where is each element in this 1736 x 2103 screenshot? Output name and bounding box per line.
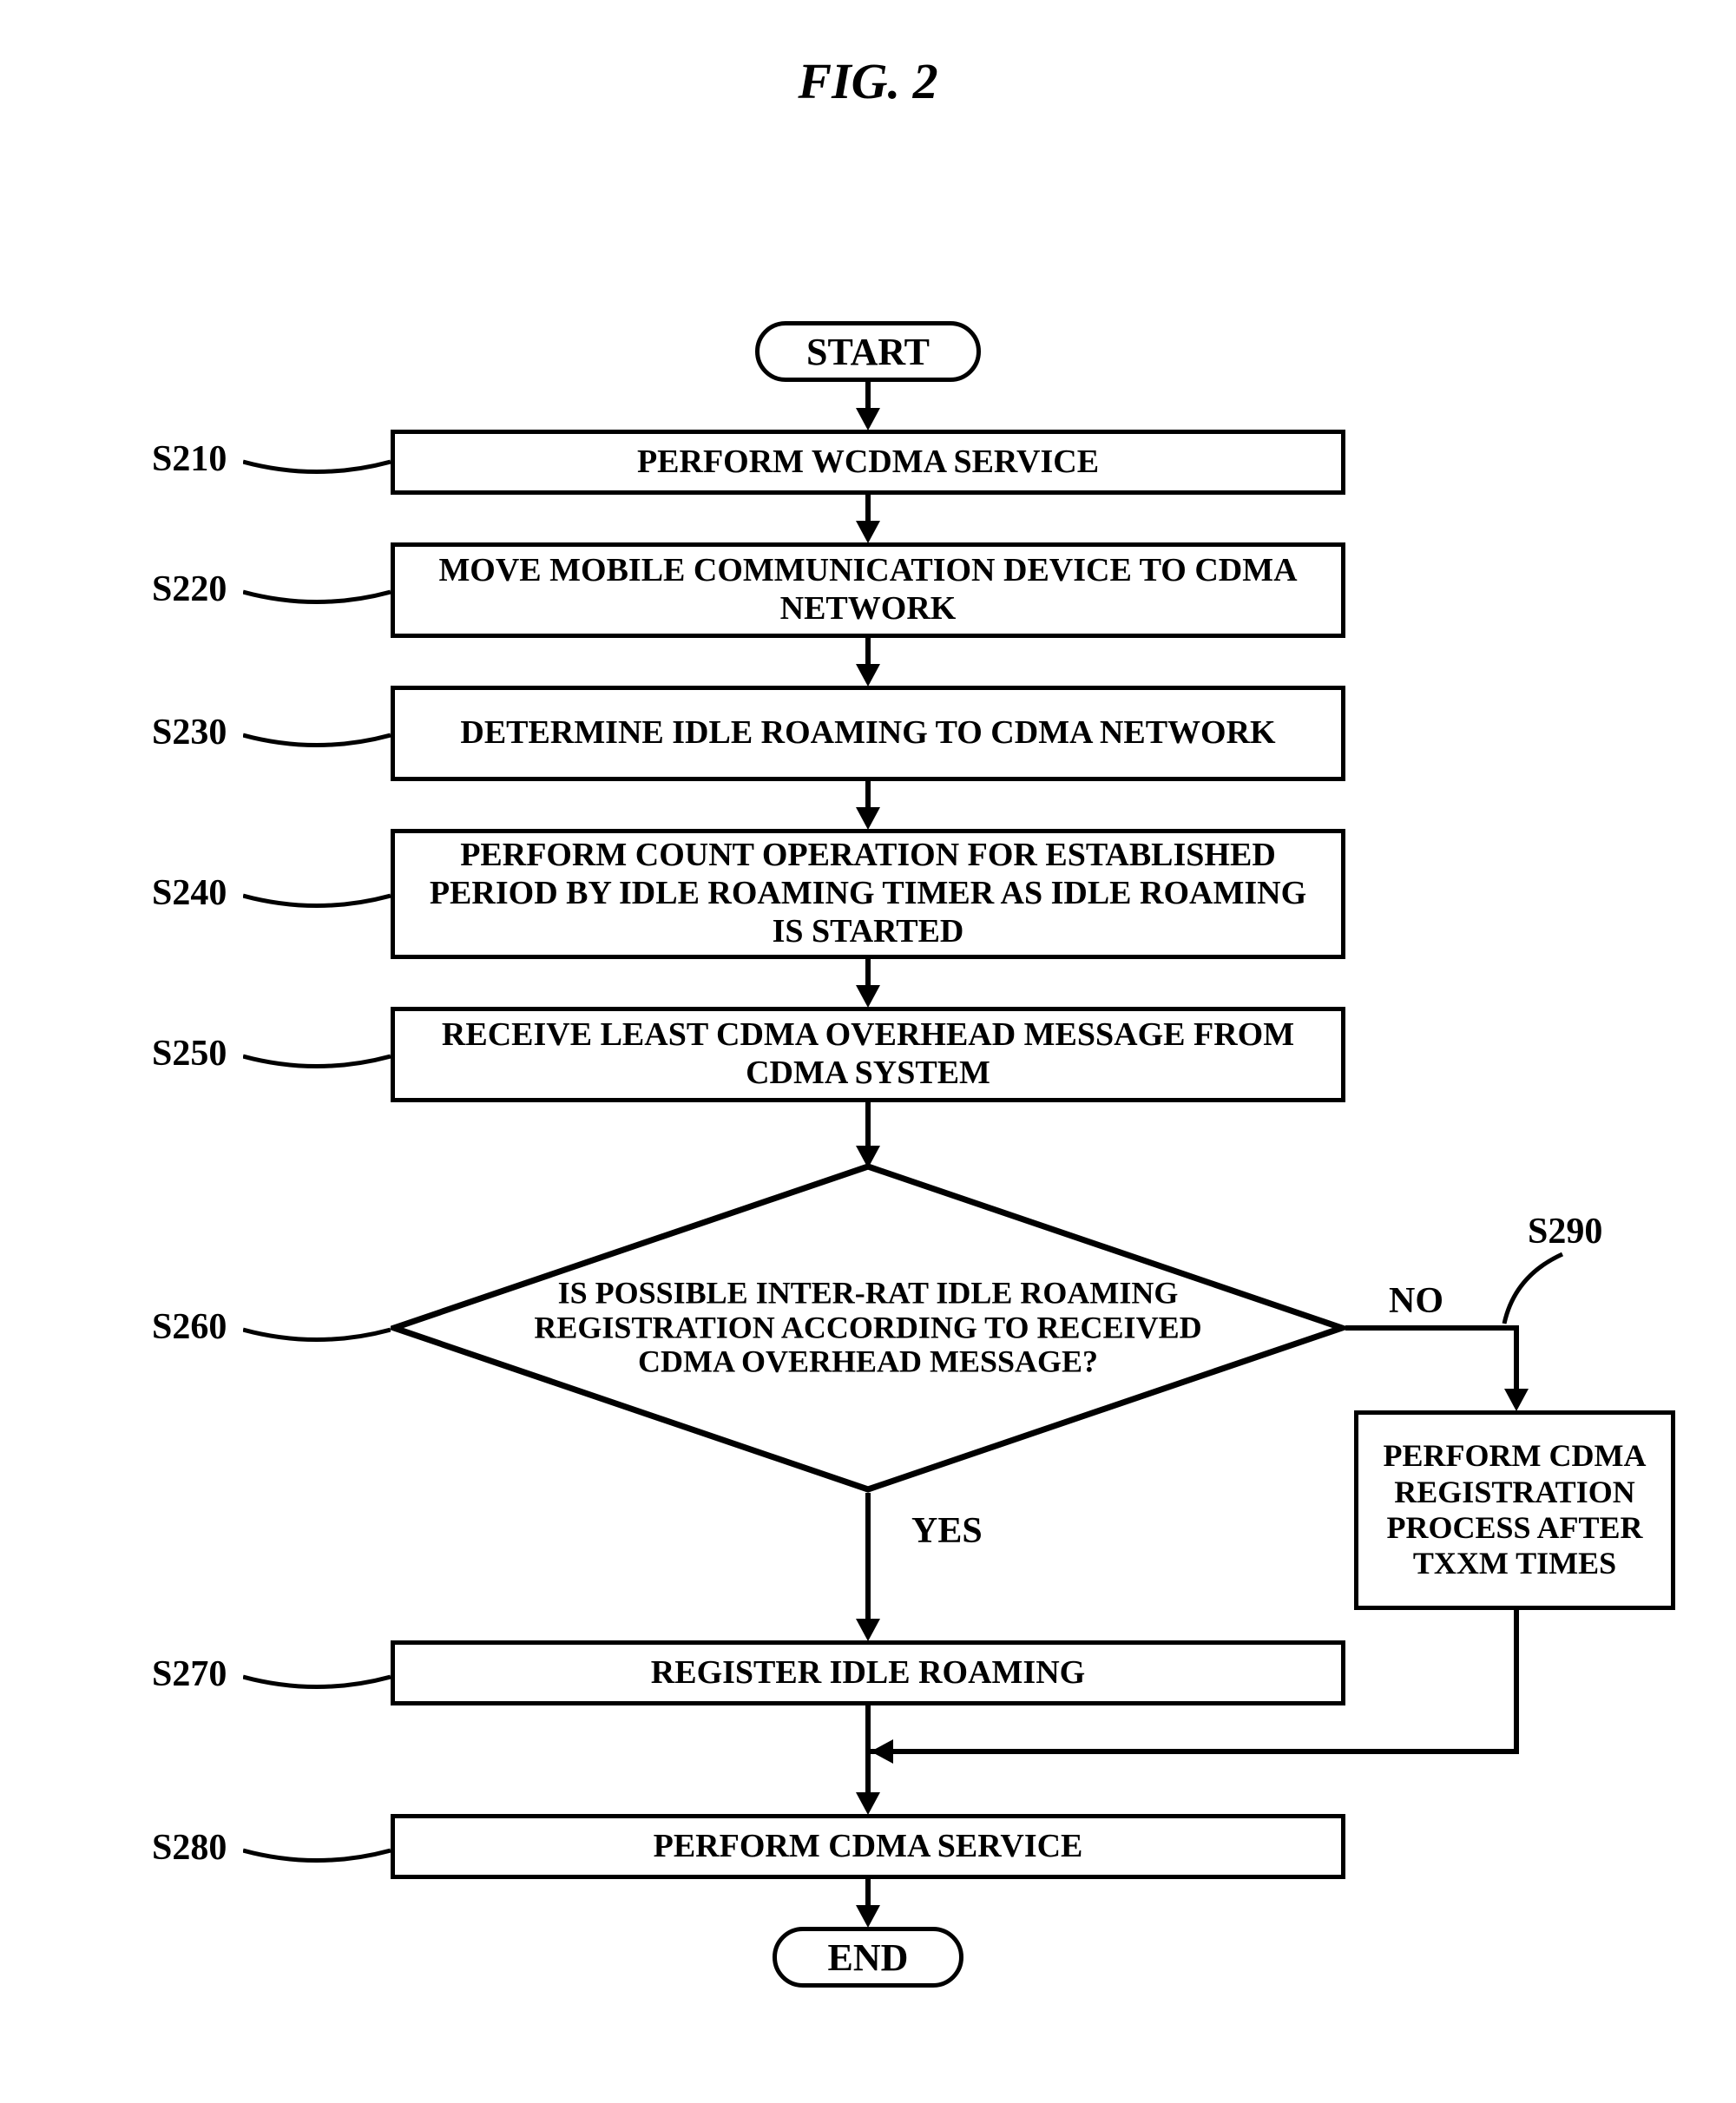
arrow <box>865 1705 871 1797</box>
terminator-end-text: END <box>828 1935 909 1980</box>
terminator-end: END <box>773 1927 963 1988</box>
step-label-s250: S250 <box>152 1033 227 1075</box>
arrow-head <box>856 1905 880 1928</box>
process-s240: PERFORM COUNT OPERATION FOR ESTABLISHED … <box>391 829 1345 959</box>
connector-s270 <box>243 1666 391 1692</box>
process-s210: PERFORM WCDMA SERVICE <box>391 430 1345 495</box>
arrow-head <box>871 1739 893 1764</box>
step-label-s260: S260 <box>152 1306 227 1348</box>
process-s240-text: PERFORM COUNT OPERATION FOR ESTABLISHED … <box>412 837 1324 950</box>
step-label-s230: S230 <box>152 712 227 753</box>
process-s250-text: RECEIVE LEAST CDMA OVERHEAD MESSAGE FROM… <box>412 1016 1324 1092</box>
process-s280-text: PERFORM CDMA SERVICE <box>654 1828 1083 1866</box>
arrow <box>865 1102 871 1150</box>
process-s270-text: REGISTER IDLE ROAMING <box>651 1654 1085 1692</box>
terminator-start-text: START <box>806 330 930 374</box>
process-s210-text: PERFORM WCDMA SERVICE <box>637 444 1099 482</box>
step-label-s220: S220 <box>152 568 227 610</box>
connector-s280 <box>243 1840 391 1866</box>
connector-s240 <box>243 885 391 911</box>
connector-s250 <box>243 1046 391 1072</box>
arrow-head <box>856 985 880 1008</box>
figure-title: FIG. 2 <box>798 52 937 110</box>
connector-s230 <box>243 725 391 751</box>
decision-s260-text: IS POSSIBLE INTER-RAT IDLE ROAMING REGIS… <box>534 1277 1202 1380</box>
arrow <box>1514 1610 1519 1753</box>
arrow-head <box>856 1619 880 1641</box>
branch-no-label: NO <box>1389 1280 1443 1322</box>
process-s250: RECEIVE LEAST CDMA OVERHEAD MESSAGE FROM… <box>391 1007 1345 1102</box>
arrow-head <box>856 807 880 830</box>
branch-yes-label: YES <box>911 1510 983 1552</box>
arrow <box>871 1749 1519 1754</box>
decision-s260: IS POSSIBLE INTER-RAT IDLE ROAMING REGIS… <box>391 1163 1345 1493</box>
step-label-s280: S280 <box>152 1827 227 1869</box>
process-s290-text: PERFORM CDMA REGISTRATION PROCESS AFTER … <box>1376 1438 1654 1582</box>
arrow <box>865 1493 871 1623</box>
arrow-head <box>1504 1389 1529 1411</box>
arrow-head <box>856 1792 880 1815</box>
connector-s290 <box>1489 1250 1575 1328</box>
process-s230: DETERMINE IDLE ROAMING TO CDMA NETWORK <box>391 686 1345 781</box>
step-label-s290: S290 <box>1528 1211 1602 1252</box>
connector-s220 <box>243 582 391 608</box>
process-s220: MOVE MOBILE COMMUNICATION DEVICE TO CDMA… <box>391 542 1345 638</box>
process-s280: PERFORM CDMA SERVICE <box>391 1814 1345 1879</box>
arrow-head <box>856 664 880 687</box>
step-label-s240: S240 <box>152 872 227 914</box>
step-label-s270: S270 <box>152 1653 227 1695</box>
process-s270: REGISTER IDLE ROAMING <box>391 1640 1345 1705</box>
terminator-start: START <box>755 321 981 382</box>
arrow-head <box>856 521 880 543</box>
process-s220-text: MOVE MOBILE COMMUNICATION DEVICE TO CDMA… <box>412 552 1324 628</box>
process-s230-text: DETERMINE IDLE ROAMING TO CDMA NETWORK <box>460 714 1275 752</box>
process-s290: PERFORM CDMA REGISTRATION PROCESS AFTER … <box>1354 1410 1675 1610</box>
connector-s210 <box>243 451 391 477</box>
step-label-s210: S210 <box>152 438 227 480</box>
arrow-head <box>856 408 880 430</box>
arrow <box>1514 1325 1519 1393</box>
connector-s260 <box>243 1319 391 1345</box>
